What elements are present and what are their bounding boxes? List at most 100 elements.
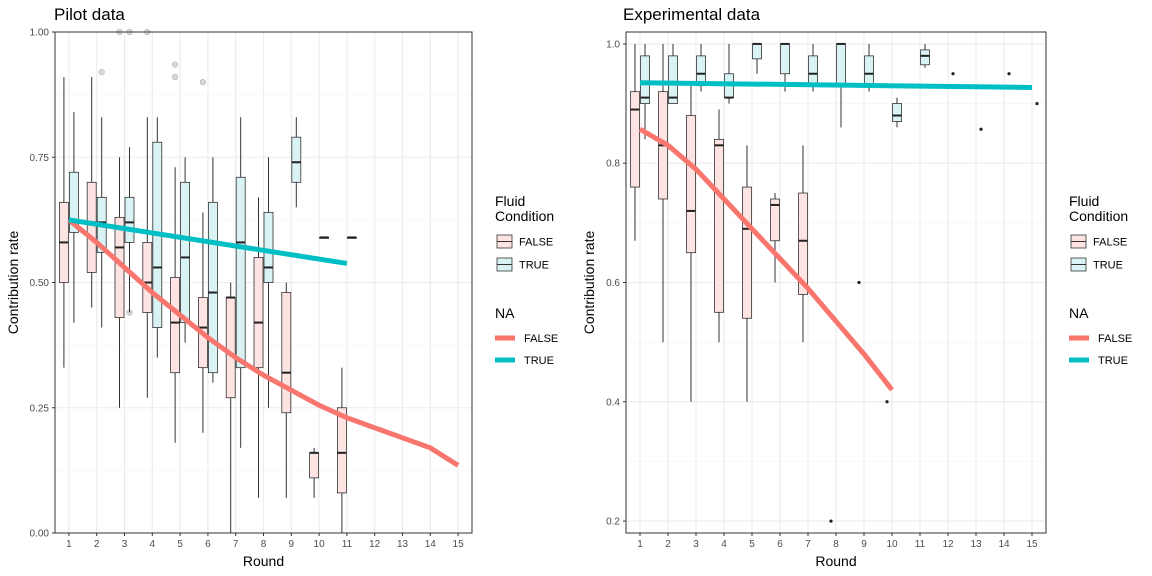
box-body: [668, 55, 678, 104]
panel2-x-tick-label: 11: [915, 539, 926, 550]
box-body: [630, 91, 640, 188]
panel1-box-true-round-8: [263, 157, 274, 408]
box-body: [180, 181, 191, 323]
panel1-legend-label-line-true: TRUE: [524, 355, 554, 367]
panel2-x-tick-label: 3: [693, 539, 699, 550]
panel1-outlier-point: [172, 73, 179, 81]
box-body: [770, 198, 780, 242]
panel1-box-true-round-3: [124, 147, 135, 313]
panel1-box-true-round-7: [235, 117, 246, 448]
box-body: [714, 138, 724, 313]
panel1-x-tick-label: 1: [66, 539, 72, 550]
panel2-x-axis-label: Round: [815, 553, 856, 569]
panel2-legend-label-fill-false: FALSE: [1093, 237, 1127, 249]
box-body: [309, 452, 320, 479]
panel2-outlier-point: [1007, 72, 1011, 76]
box-body: [235, 176, 246, 369]
panel2-x-tick-label: 6: [777, 539, 783, 550]
box-body: [170, 277, 181, 374]
panel2-trend-line-true: [639, 80, 1033, 90]
panel1-legend-label-fill-true: TRUE: [519, 260, 549, 272]
panel1-x-tick-label: 5: [177, 539, 183, 550]
box-body: [142, 242, 153, 313]
panel2-box-false-round-7: [798, 145, 808, 343]
panel1-x-tick-label: 2: [94, 539, 100, 550]
panel2-outlier-point: [829, 519, 833, 523]
panel1-y-tick-label: 1.00: [30, 28, 50, 39]
box-body: [291, 136, 302, 183]
panel2-x-tick-label: 4: [721, 539, 727, 550]
panel2-x-tick-label: 2: [665, 539, 671, 550]
panel1-legend-title-fill-2: Condition: [495, 208, 554, 224]
panel1-box-true-round-10: [319, 236, 330, 239]
panel2-title: Experimental data: [623, 5, 761, 24]
panel2-legend-label-line-true: TRUE: [1098, 355, 1128, 367]
panel1-x-tick-label: 4: [150, 539, 156, 550]
panel1-box-true-round-9: [291, 117, 302, 208]
panel1-legend-label-fill-false: FALSE: [519, 237, 553, 249]
panel1-box-false-round-1: [59, 77, 69, 368]
panel1-box-true-round-4: [152, 117, 163, 358]
box-body: [69, 171, 79, 233]
box-body: [920, 49, 930, 66]
panel2-y-tick-label: 0.4: [606, 397, 620, 408]
panel2-box-false-round-3: [686, 85, 696, 402]
panel2-y-axis-label: Contribution rate: [581, 231, 597, 335]
panel2-legend-title-fill-2: Condition: [1069, 208, 1128, 224]
panel2-x-tick-label: 5: [749, 539, 755, 550]
panel1-box-false-round-3: [114, 157, 125, 408]
panel2-x-tick-label: 15: [1026, 539, 1038, 550]
box-body: [808, 55, 818, 87]
panel1-x-tick-label: 12: [369, 539, 381, 550]
panel1-box-true-round-6: [207, 157, 218, 383]
panel1-y-axis-label: Contribution rate: [5, 231, 21, 335]
panel1-outlier-point: [172, 61, 179, 68]
box-body: [124, 196, 135, 243]
panel1-y-tick-label: 0.75: [30, 153, 50, 164]
panel1-legend-title-line: NA: [495, 305, 515, 321]
panel2-y-tick-label: 0.2: [606, 517, 620, 528]
panel2-outlier-point: [857, 280, 861, 285]
panel2-box-true-round-11: [920, 43, 930, 68]
box-body: [281, 292, 292, 414]
panel1-x-tick-label: 11: [342, 539, 353, 550]
panel2-y-tick-label: 0.6: [606, 278, 620, 289]
panel2-outlier-point: [979, 127, 983, 131]
panel1-x-axis-label: Round: [243, 553, 284, 569]
panel1-box-false-round-5: [170, 167, 181, 443]
panel2-box-false-round-6: [770, 193, 780, 283]
panel2-x-tick-label: 14: [998, 539, 1010, 550]
box-body: [225, 297, 236, 399]
panel1-x-tick-label: 14: [425, 539, 437, 550]
panel2-y-tick-label: 0.8: [606, 159, 620, 170]
panel2-x-tick-label: 1: [637, 539, 643, 550]
panel1-title: Pilot data: [54, 5, 125, 24]
panel1-outlier-point: [199, 78, 206, 86]
panel2-trend-line-false: [638, 127, 894, 392]
panel1-box-false-round-10: [309, 447, 320, 498]
panel1-legend-title-fill-1: Fluid: [495, 193, 525, 209]
box-body: [864, 55, 874, 87]
box-body: [780, 43, 790, 75]
panel1-box-false-round-7: [225, 282, 236, 533]
panel2-box-true-round-10: [892, 97, 902, 128]
panel1-x-tick-label: 13: [397, 539, 409, 550]
box-body: [686, 115, 696, 254]
box-body: [336, 407, 347, 494]
panel1-x-tick-label: 15: [453, 539, 465, 550]
panel2-x-tick-label: 12: [942, 539, 954, 550]
panel1-box-true-round-5: [180, 157, 191, 343]
panel2-legend-label-fill-true: TRUE: [1093, 260, 1123, 272]
panel2-y-tick-label: 1.0: [606, 39, 620, 50]
panel1-outlier-point: [98, 68, 105, 76]
panel1-outlier-point: [126, 309, 133, 316]
box-body: [798, 192, 808, 295]
panel1-y-tick-label: 0.50: [30, 278, 50, 289]
panel1-box-false-round-9: [281, 282, 292, 498]
panel2-x-tick-label: 7: [805, 539, 811, 550]
box-body: [207, 201, 218, 374]
box-body: [86, 181, 97, 273]
panel1-y-tick-label: 0.25: [30, 403, 50, 414]
